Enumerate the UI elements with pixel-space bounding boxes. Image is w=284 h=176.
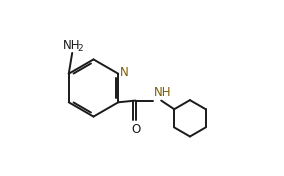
Text: 2: 2 (77, 44, 83, 53)
Text: NH: NH (62, 39, 80, 52)
Text: N: N (120, 66, 129, 79)
Text: NH: NH (153, 86, 171, 99)
Text: O: O (131, 122, 140, 136)
